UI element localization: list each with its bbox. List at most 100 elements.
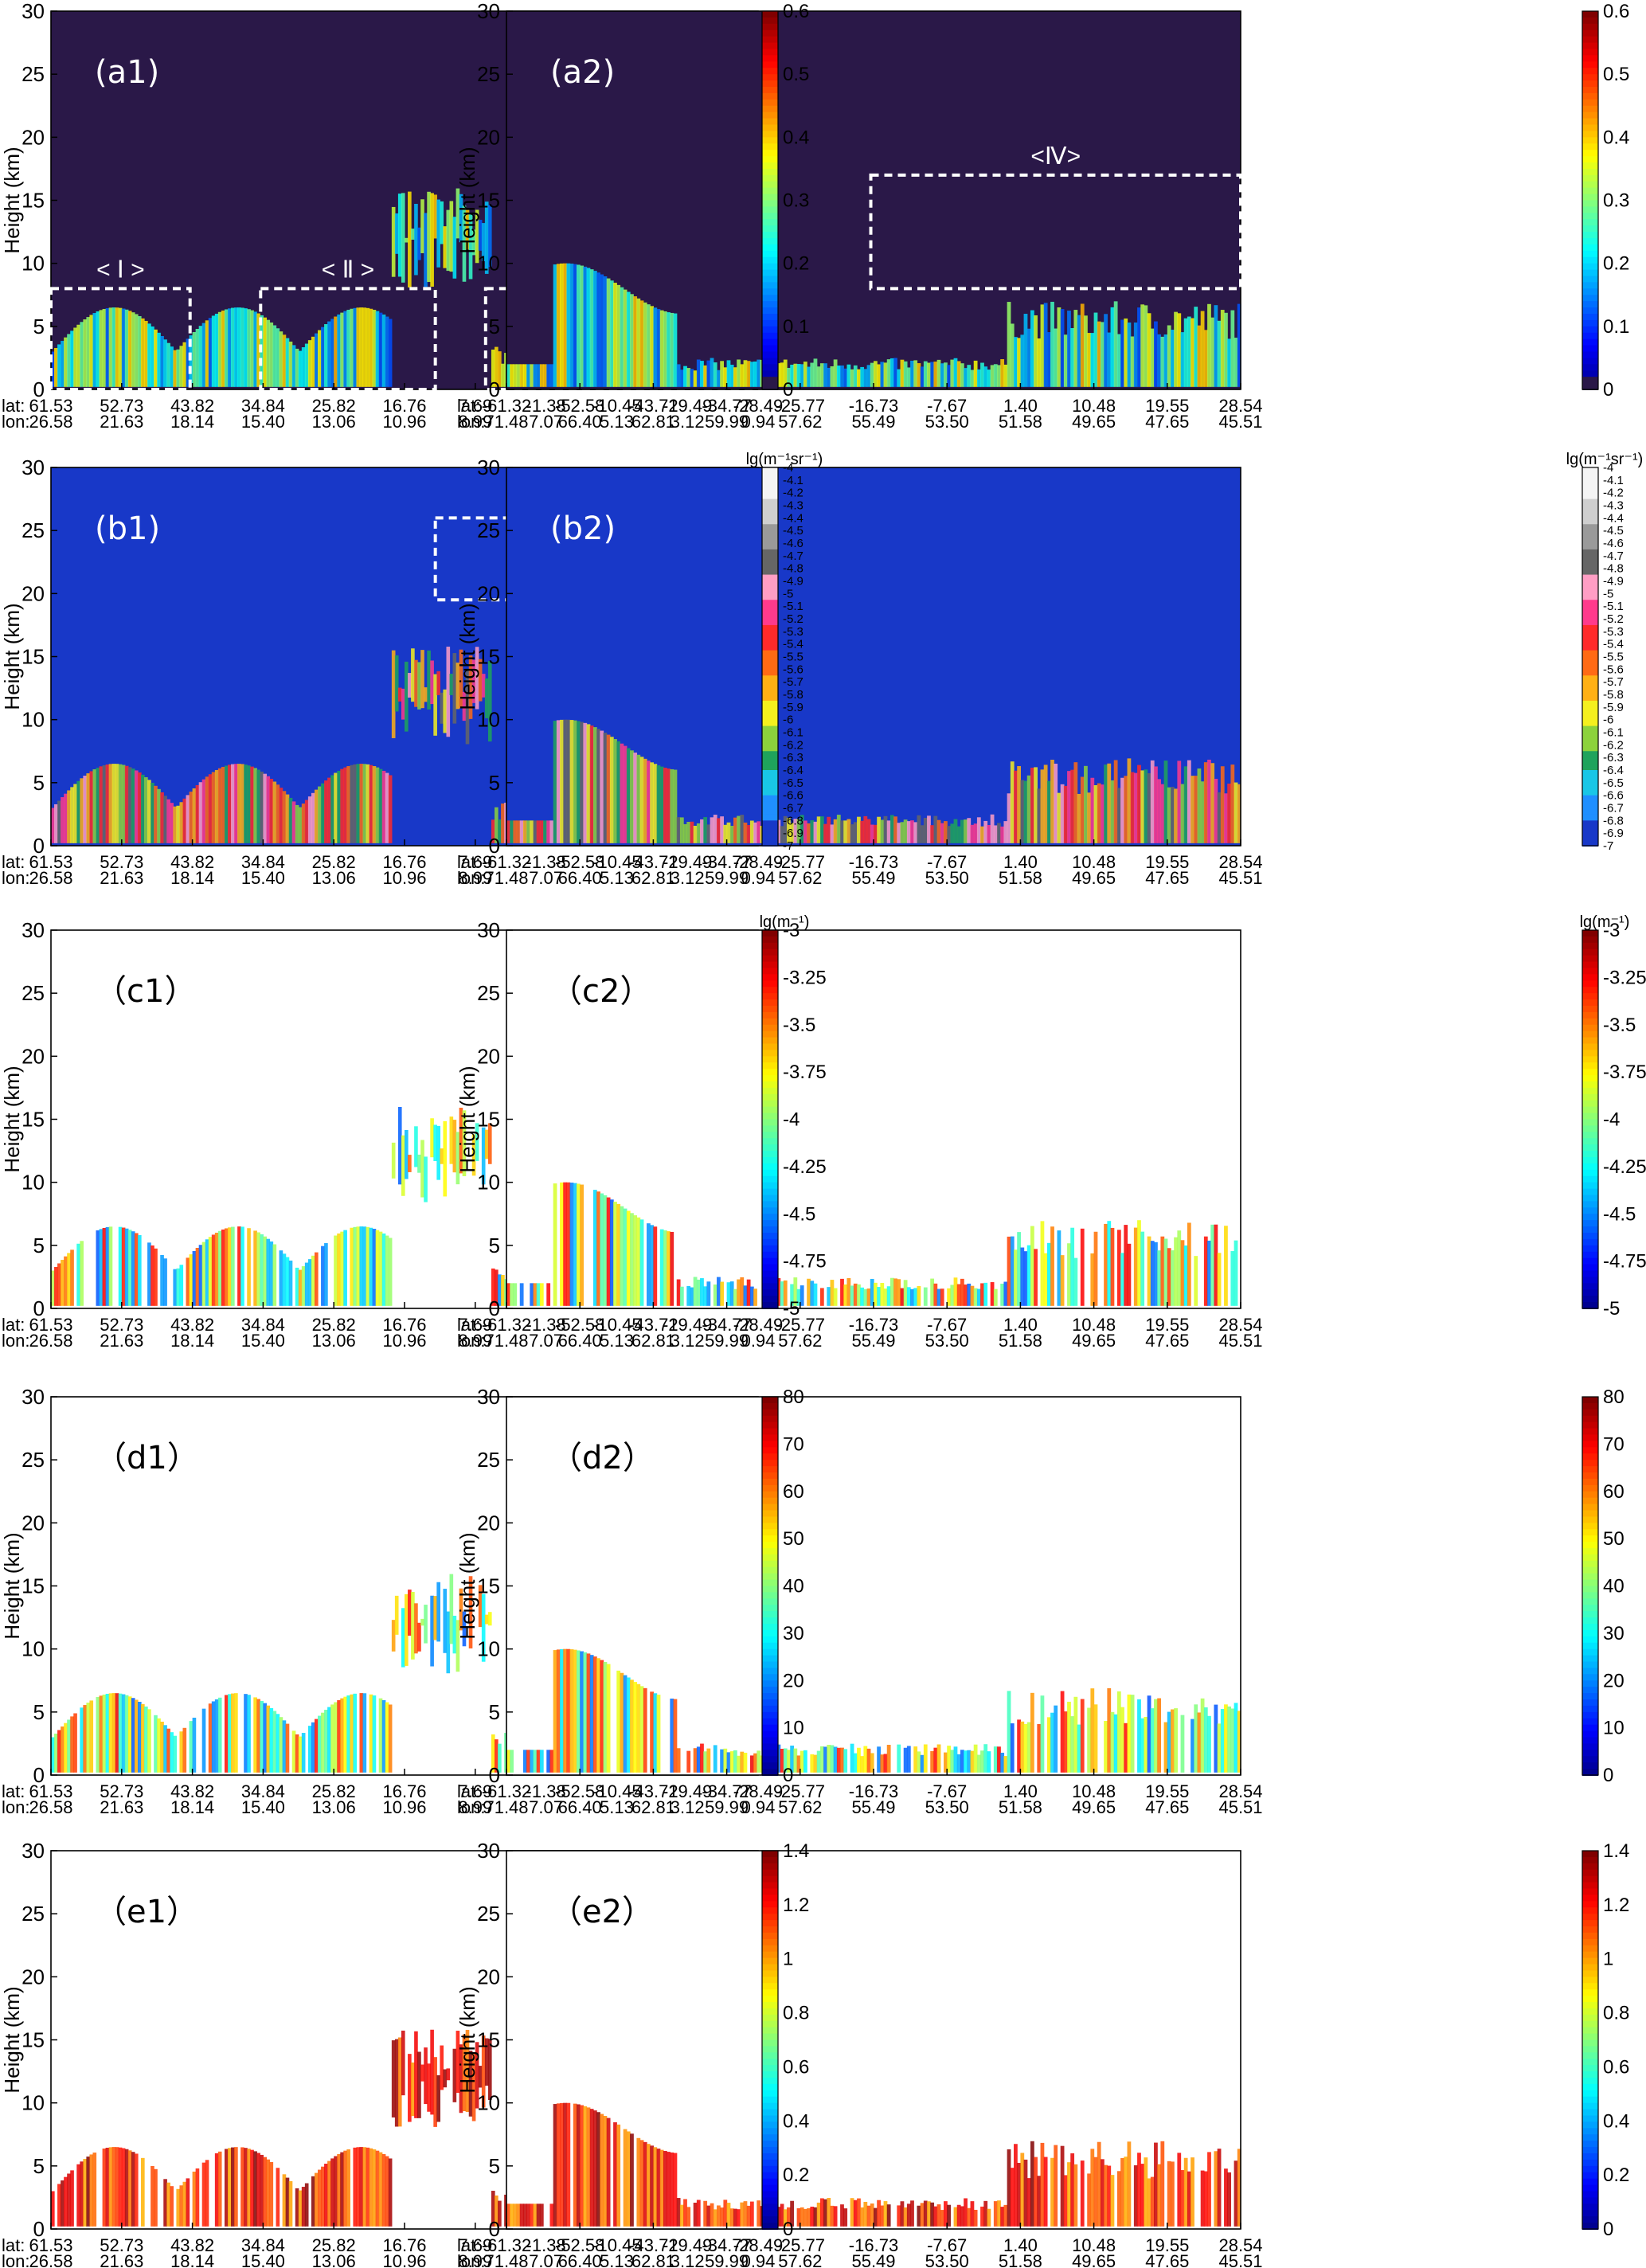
data-column bbox=[1010, 1723, 1015, 1773]
colorbar-step bbox=[1582, 955, 1598, 963]
data-column bbox=[536, 2203, 541, 2227]
colorbar-step bbox=[1582, 669, 1598, 677]
y-tick-label: 15 bbox=[22, 645, 45, 669]
colorbar-step bbox=[1582, 1460, 1598, 1468]
data-column bbox=[224, 1695, 229, 1773]
data-column bbox=[436, 671, 440, 695]
data-column bbox=[424, 2047, 428, 2105]
region-box bbox=[49, 287, 192, 392]
data-column bbox=[70, 1249, 74, 1306]
data-column bbox=[102, 764, 107, 843]
data-column bbox=[743, 1285, 748, 1306]
colorbar-tick-label: -5 bbox=[783, 1298, 800, 1320]
data-column bbox=[99, 766, 104, 843]
colorbar-step bbox=[762, 1573, 778, 1581]
colorbar-tick-label: -6.7 bbox=[1603, 802, 1624, 815]
colorbar-tick-label: 1.2 bbox=[783, 1895, 809, 1916]
lon-tick-label: 3.12 bbox=[671, 1797, 705, 1817]
data-column bbox=[462, 1611, 467, 1647]
data-column bbox=[1037, 788, 1042, 843]
colorbar-step bbox=[762, 1680, 778, 1688]
data-column bbox=[897, 369, 901, 387]
data-column bbox=[427, 191, 431, 283]
data-column bbox=[1017, 1719, 1021, 1773]
data-column bbox=[1214, 778, 1218, 843]
data-column bbox=[141, 318, 145, 387]
lat-tick-label: 10.48 bbox=[1072, 2235, 1116, 2255]
data-column bbox=[639, 757, 644, 843]
data-column bbox=[633, 753, 638, 843]
data-column bbox=[913, 1288, 918, 1306]
data-column bbox=[83, 1705, 87, 1773]
data-column bbox=[1207, 1240, 1211, 1306]
data-column bbox=[408, 673, 412, 698]
data-column bbox=[1137, 307, 1141, 387]
data-column bbox=[880, 819, 885, 843]
lon-tick-label: 55.49 bbox=[851, 412, 895, 432]
colorbar-step bbox=[762, 2014, 778, 2022]
data-column bbox=[253, 1230, 257, 1306]
data-column bbox=[726, 2203, 731, 2227]
colorbar-step bbox=[762, 619, 778, 626]
colorbar-step bbox=[1582, 49, 1598, 57]
data-column bbox=[1224, 1226, 1228, 1306]
data-column bbox=[217, 1697, 222, 1773]
data-column bbox=[549, 364, 554, 387]
data-column bbox=[1107, 763, 1112, 843]
colorbar-step bbox=[762, 1705, 778, 1713]
data-column bbox=[343, 1230, 347, 1306]
data-column bbox=[1110, 1227, 1115, 1306]
colorbar-step bbox=[762, 2191, 778, 2199]
data-column bbox=[566, 719, 571, 843]
colorbar-step bbox=[762, 1516, 778, 1524]
data-column bbox=[1007, 1691, 1011, 1773]
data-column bbox=[436, 2074, 440, 2122]
data-column bbox=[733, 817, 737, 843]
colorbar-step bbox=[1582, 1769, 1598, 1776]
data-column bbox=[353, 1693, 358, 1773]
data-column bbox=[746, 2205, 751, 2227]
y-tick-label: 5 bbox=[489, 1700, 500, 1724]
data-column bbox=[468, 1576, 473, 1648]
data-column bbox=[89, 2154, 94, 2227]
data-column bbox=[983, 820, 988, 843]
data-column bbox=[1187, 2171, 1191, 2227]
lon-tick-label: 15.40 bbox=[241, 412, 285, 432]
colorbar-unit: lg(m⁻¹) bbox=[1580, 913, 1630, 931]
data-column bbox=[179, 802, 184, 843]
colorbar-step bbox=[762, 524, 778, 532]
data-column bbox=[539, 1750, 544, 1773]
colorbar-step bbox=[1582, 282, 1598, 290]
data-column bbox=[553, 2104, 557, 2227]
data-column bbox=[70, 787, 74, 843]
data-column bbox=[889, 1277, 894, 1306]
colorbar-step bbox=[762, 968, 778, 976]
data-column bbox=[346, 2149, 350, 2227]
colorbar-step bbox=[762, 55, 778, 63]
data-column bbox=[720, 1749, 725, 1773]
data-column bbox=[636, 2137, 641, 2227]
data-column bbox=[192, 2171, 197, 2227]
panel-label: (a2) bbox=[550, 54, 615, 91]
lon-tick-label: 10.96 bbox=[382, 412, 426, 432]
colorbar-tick-label: -6.8 bbox=[783, 814, 803, 827]
colorbar-step bbox=[762, 930, 778, 937]
colorbar-step bbox=[762, 1043, 778, 1051]
data-column bbox=[1170, 330, 1175, 387]
data-column bbox=[449, 1574, 454, 1644]
colorbar-step bbox=[762, 124, 778, 132]
colorbar-tick-label: -4 bbox=[783, 461, 793, 475]
data-column bbox=[385, 772, 389, 843]
data-column bbox=[636, 754, 641, 843]
data-column bbox=[1140, 304, 1145, 387]
data-column bbox=[405, 1593, 409, 1666]
data-column bbox=[1034, 315, 1038, 387]
lat-tick-label: -61.32 bbox=[482, 2235, 531, 2255]
data-column bbox=[1180, 332, 1185, 387]
data-column bbox=[650, 306, 654, 387]
colorbar-tick-label: -5.5 bbox=[1603, 651, 1624, 664]
colorbar-step bbox=[1582, 351, 1598, 359]
data-column bbox=[478, 220, 483, 251]
data-column bbox=[414, 203, 418, 276]
data-column bbox=[1194, 776, 1198, 843]
